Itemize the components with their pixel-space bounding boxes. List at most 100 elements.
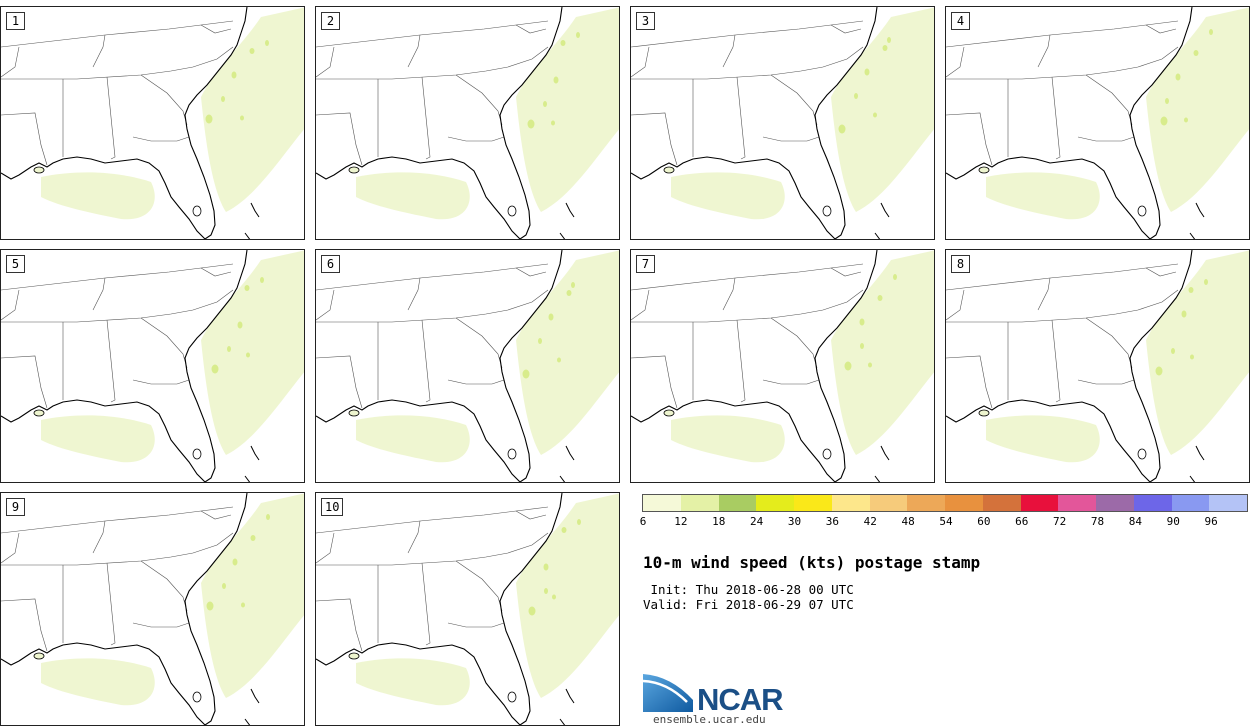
map-canvas [1,7,304,239]
state-boundary [316,46,549,80]
wind-patch [1160,116,1168,126]
wind-patch [577,519,581,525]
wind-patch [527,119,535,129]
colorbar-tick-label: 30 [787,515,802,528]
panel-label: 7 [636,255,655,273]
time-info: Init: Thu 2018-06-28 00 UTC Valid: Fri 20… [643,582,854,612]
lake-pontchartrain [33,166,45,174]
state-boundary [1,355,48,409]
map-canvas [316,250,619,482]
state-boundary [316,355,363,409]
state-boundary [421,76,431,160]
colorbar-swatch [945,495,983,511]
colorbar-swatch [680,495,719,511]
colorbar-swatch [869,495,908,511]
colorbar-swatch [1058,495,1096,511]
map-panel-10: 10 [315,492,620,726]
colorbar-tick-label: 6 [639,515,647,528]
wind-patch [237,321,243,329]
land-area [631,250,877,482]
wind-patch [1193,50,1199,56]
state-boundary [1145,24,1177,34]
wind-patch [1188,287,1194,293]
state-boundary [316,112,363,166]
wind-patch [538,338,542,344]
state-boundary [946,355,993,409]
state-boundary [316,532,335,564]
lake-okeechobee [192,691,202,703]
state-boundary [106,562,116,646]
colorbar-tick-label: 78 [1090,515,1105,528]
state-boundary [631,263,864,291]
state-boundary [92,277,106,311]
wind-patch [576,32,580,38]
state-boundary [1037,277,1051,311]
wind-patch [544,588,548,594]
wind-patch [211,364,219,374]
panel-label: 6 [321,255,340,273]
state-boundary [1,263,234,291]
wind-patch [250,535,256,541]
state-boundary [316,20,549,48]
map-canvas [631,250,934,482]
wind-patch [1165,98,1169,104]
map-panel-5: 5 [0,249,305,483]
lake-pontchartrain [348,652,360,660]
wind-patch [873,112,877,118]
state-boundary [1,532,20,564]
coastline [1,493,248,725]
wind-patch [240,115,244,121]
state-boundary [316,506,549,534]
map-canvas [316,493,619,725]
land-area [316,493,562,725]
bahamas-islands [559,202,575,239]
state-boundary [722,34,736,68]
state-boundary [200,510,232,520]
panel-label: 5 [6,255,25,273]
map-canvas [631,7,934,239]
ncar-logo-text: NCAR [697,682,784,717]
coastline [1,7,248,239]
land-area [946,7,1192,239]
wind-patch [246,352,250,358]
colorbar-swatch [1020,495,1059,511]
state-boundary [132,622,190,628]
map-panel-3: 3 [630,6,935,240]
state-boundary [946,46,1179,80]
wind-patch [222,583,226,589]
lake-okeechobee [1137,448,1147,460]
wind-patch [560,40,566,46]
wind-patch [893,274,897,280]
lake-pontchartrain [33,652,45,660]
lake-pontchartrain [33,409,45,417]
wind-swath [671,172,785,220]
wind-swath [356,172,470,220]
state-boundary [1051,76,1061,160]
logo-url: ensemble.ucar.edu [653,713,766,726]
panel-label: 10 [321,498,344,516]
colorbar-swatch [756,495,794,511]
state-boundary [106,76,116,160]
lake-pontchartrain [978,409,990,417]
colorbar-swatch [1209,495,1247,511]
wind-patch [221,96,225,102]
map-panel-4: 4 [945,6,1250,240]
colorbar-swatch [718,495,757,511]
state-boundary [316,532,549,566]
wind-patch [877,295,883,301]
wind-swath [41,658,155,706]
wind-patch [1184,117,1188,123]
wind-patch [860,343,864,349]
panel-label: 2 [321,12,340,30]
state-boundary [316,289,549,323]
wind-patch [1209,29,1213,35]
lake-okeechobee [822,448,832,460]
state-boundary [946,20,1179,48]
state-boundary [316,46,335,78]
map-panel-9: 9 [0,492,305,726]
wind-swath [201,493,304,698]
wind-patch [566,290,572,296]
state-boundary [631,112,678,166]
wind-patch [868,362,872,368]
coastline [631,7,878,239]
